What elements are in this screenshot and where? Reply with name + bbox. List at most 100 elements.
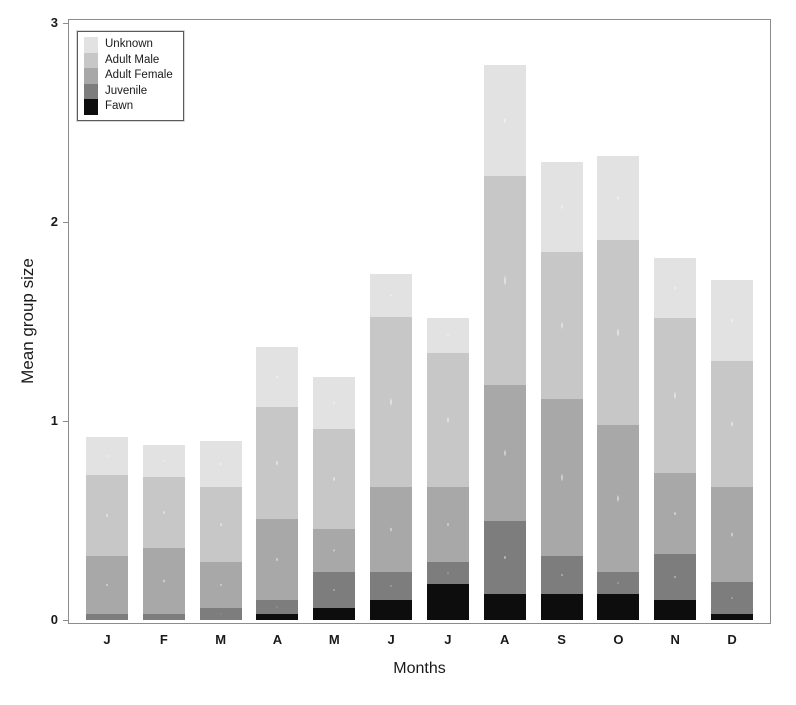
- y-tick-label: 0: [50, 612, 58, 627]
- legend-label: Adult Male: [105, 53, 160, 66]
- x-tick-label-N: N: [670, 632, 680, 647]
- bar-segment-unknown: [370, 273, 413, 318]
- y-tick-label: 3: [50, 15, 58, 30]
- bar-segment-unknown: [654, 257, 697, 318]
- legend-item-adult-female: Adult Female: [84, 68, 173, 84]
- bar-segment-fawn: [256, 614, 299, 620]
- bar-segment-adult-male: [426, 353, 469, 487]
- legend-label: Juvenile: [105, 84, 148, 97]
- bar-segment-fawn: [711, 614, 754, 620]
- y-tick-mark: [63, 23, 68, 24]
- stacked-bar-1-J: [86, 436, 128, 620]
- legend-swatch: [84, 83, 98, 100]
- bar-segment-unknown: [142, 444, 185, 477]
- stacked-bar-7-J: [426, 317, 469, 620]
- bar-segment-juvenile: [256, 600, 299, 614]
- bar-segment-adult-female: [540, 399, 583, 557]
- bar-segment-adult-female: [654, 472, 697, 555]
- bar-segment-adult-male: [654, 317, 697, 473]
- bar-segment-fawn: [370, 600, 413, 620]
- bar-segment-unknown: [597, 156, 640, 240]
- legend-swatch: [84, 68, 98, 84]
- bar-segment-adult-female: [313, 528, 356, 573]
- bar-segment-adult-female: [483, 385, 526, 521]
- bar-segment-adult-male: [483, 176, 526, 386]
- y-axis-title: Mean group size: [18, 258, 37, 384]
- bar-segment-juvenile: [654, 554, 697, 601]
- stacked-bar-6-J: [370, 273, 413, 620]
- stacked-bar-3-M: [199, 440, 242, 620]
- bar-segment-adult-female: [86, 556, 128, 614]
- bar-segment-juvenile: [597, 572, 640, 595]
- x-tick-label-D: D: [727, 632, 737, 647]
- bar-segment-adult-female: [142, 548, 185, 614]
- bar-segment-adult-male: [597, 239, 640, 425]
- legend-item-juvenile: Juvenile: [84, 83, 173, 100]
- y-tick-mark: [63, 620, 68, 621]
- bar-segment-fawn: [483, 594, 526, 620]
- legend-item-unknown: Unknown: [84, 37, 173, 53]
- bar-segment-unknown: [313, 377, 356, 430]
- stacked-bar-4-A: [256, 347, 299, 620]
- y-tick-label: 1: [50, 413, 58, 428]
- legend-label: Fawn: [105, 100, 134, 113]
- legend: Unknown Adult Male Adult Female Juvenile Faw…: [77, 31, 184, 121]
- x-tick-label-A: A: [272, 632, 283, 647]
- bar-segment-adult-female: [711, 486, 754, 583]
- x-tick-label-S: S: [557, 632, 566, 647]
- bar-segment-unknown: [540, 162, 583, 252]
- bar-segment-fawn: [597, 594, 640, 620]
- legend-item-adult-male: Adult Male: [84, 52, 173, 69]
- bar-segment-fawn: [540, 594, 583, 620]
- x-axis-title: Months: [393, 660, 446, 677]
- bar-segment-juvenile: [199, 608, 242, 620]
- legend-swatch: [84, 99, 98, 115]
- bar-segment-adult-male: [711, 361, 754, 487]
- x-tick-label-O: O: [613, 632, 624, 647]
- x-tick-label-M: M: [215, 632, 227, 647]
- stacked-bar-5-M: [313, 377, 356, 620]
- bar-segment-unknown: [199, 440, 242, 487]
- x-tick-label-A: A: [500, 632, 510, 647]
- bar-segment-juvenile: [313, 572, 356, 609]
- bar-segment-fawn: [426, 584, 469, 620]
- bar-segment-juvenile: [711, 582, 754, 614]
- bar-segment-adult-male: [313, 429, 356, 529]
- x-tick-label-F: F: [159, 632, 168, 647]
- legend-swatch: [84, 52, 98, 69]
- bar-segment-adult-male: [370, 317, 413, 487]
- bar-segment-juvenile: [426, 562, 469, 585]
- y-tick-mark: [63, 421, 68, 422]
- bar-segment-juvenile: [86, 614, 128, 620]
- bar-segment-adult-male: [199, 486, 242, 563]
- bar-segment-unknown: [483, 64, 526, 177]
- bar-segment-juvenile: [540, 556, 583, 595]
- y-tick-label: 2: [50, 214, 58, 229]
- bar-segment-unknown: [426, 317, 469, 354]
- x-tick-label-J: J: [444, 632, 452, 647]
- bar-segment-unknown: [86, 436, 128, 475]
- bar-segment-juvenile: [370, 572, 413, 601]
- stacked-bar-8-A: [483, 64, 526, 620]
- plot-area: [68, 19, 771, 624]
- x-tick-label-J: J: [103, 632, 111, 647]
- x-tick-label-M: M: [328, 632, 340, 647]
- bar-segment-adult-female: [426, 486, 469, 563]
- bar-segment-adult-female: [370, 486, 413, 573]
- stacked-bar-10-O: [597, 156, 640, 620]
- bar-segment-juvenile: [483, 520, 526, 595]
- bar-segment-adult-female: [597, 424, 640, 573]
- x-tick-label-J: J: [387, 632, 395, 647]
- bar-segment-fawn: [313, 608, 356, 620]
- bar-segment-adult-male: [142, 476, 185, 549]
- legend-item-fawn: Fawn: [84, 99, 173, 115]
- bar-segment-adult-male: [256, 407, 299, 519]
- bar-segment-adult-male: [86, 474, 128, 557]
- bar-segment-unknown: [256, 347, 299, 408]
- stacked-bar-2-F: [142, 444, 185, 620]
- bar-segment-adult-male: [540, 251, 583, 400]
- legend-label: Unknown: [105, 38, 153, 50]
- legend-swatch: [84, 37, 98, 53]
- bar-segment-adult-female: [199, 562, 242, 609]
